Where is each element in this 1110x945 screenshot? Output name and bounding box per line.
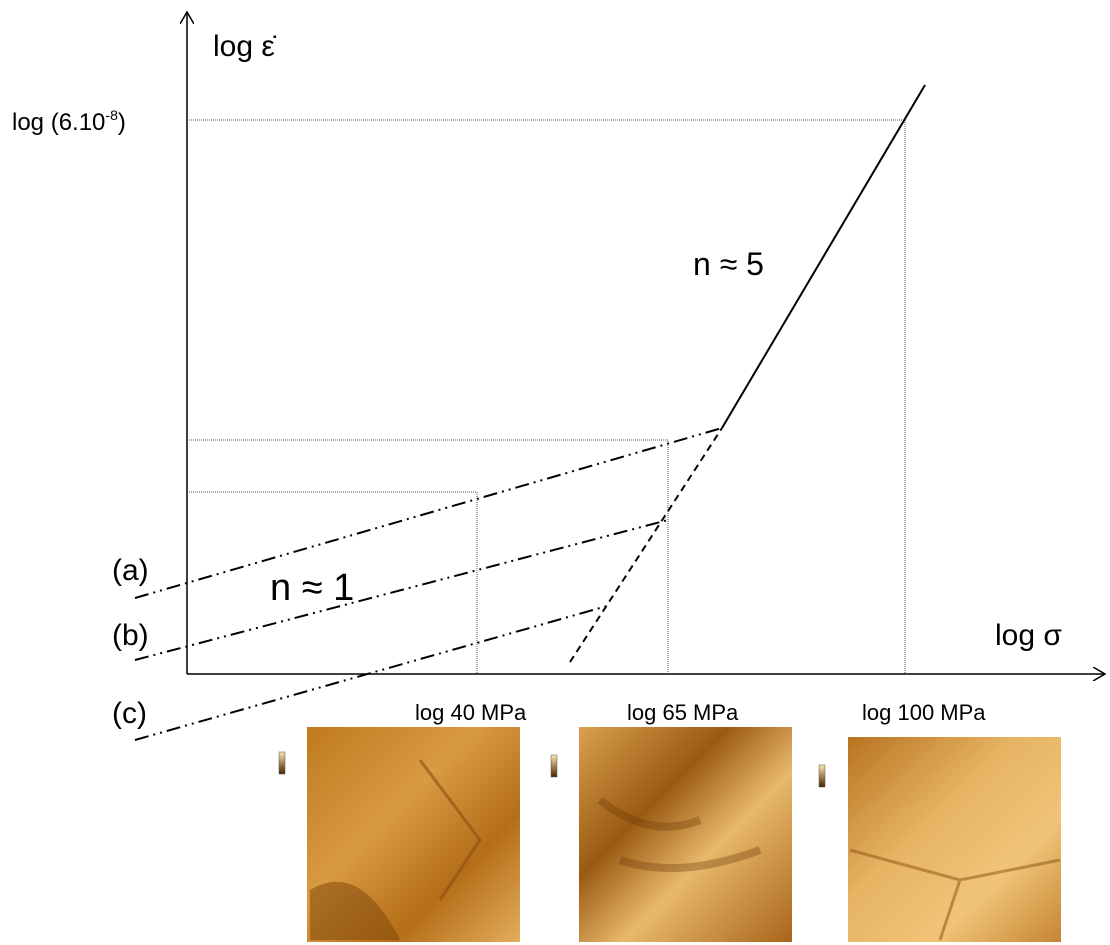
curve-label: (b) <box>112 619 149 652</box>
texture <box>310 881 400 940</box>
y-tick-base: log (6.10 <box>12 109 105 136</box>
micrograph-label: log 40 MPa <box>415 700 527 725</box>
guide-line <box>187 439 669 674</box>
colorbar <box>550 754 558 778</box>
y-tick-label: log (6.10-8) <box>12 107 126 136</box>
x-axis-label: log σ <box>995 619 1062 652</box>
slope-label: n ≈ 1 <box>270 567 354 609</box>
guide-line <box>187 491 478 674</box>
micrograph-label: log 65 MPa <box>627 700 739 725</box>
micrograph-label: log 100 MPa <box>862 700 986 725</box>
curve-label: (c) <box>112 697 147 730</box>
colorbar <box>818 764 826 788</box>
colorbar <box>278 751 286 775</box>
power-law-line <box>721 84 926 429</box>
y-tick-exponent: -8 <box>105 107 118 123</box>
curve-label: (a) <box>112 554 149 587</box>
texture <box>597 796 762 872</box>
texture <box>418 759 482 901</box>
micrograph <box>579 727 792 942</box>
curve-c <box>134 605 608 741</box>
slope-label: n ≈ 5 <box>693 246 764 282</box>
y-axis-label: log ε̇ <box>213 30 277 63</box>
texture <box>849 848 1061 941</box>
extrapolation-line <box>569 427 723 663</box>
curve-a <box>134 427 723 599</box>
micrograph <box>848 737 1061 942</box>
curve-b <box>134 519 669 661</box>
y-tick-close: ) <box>118 109 126 136</box>
